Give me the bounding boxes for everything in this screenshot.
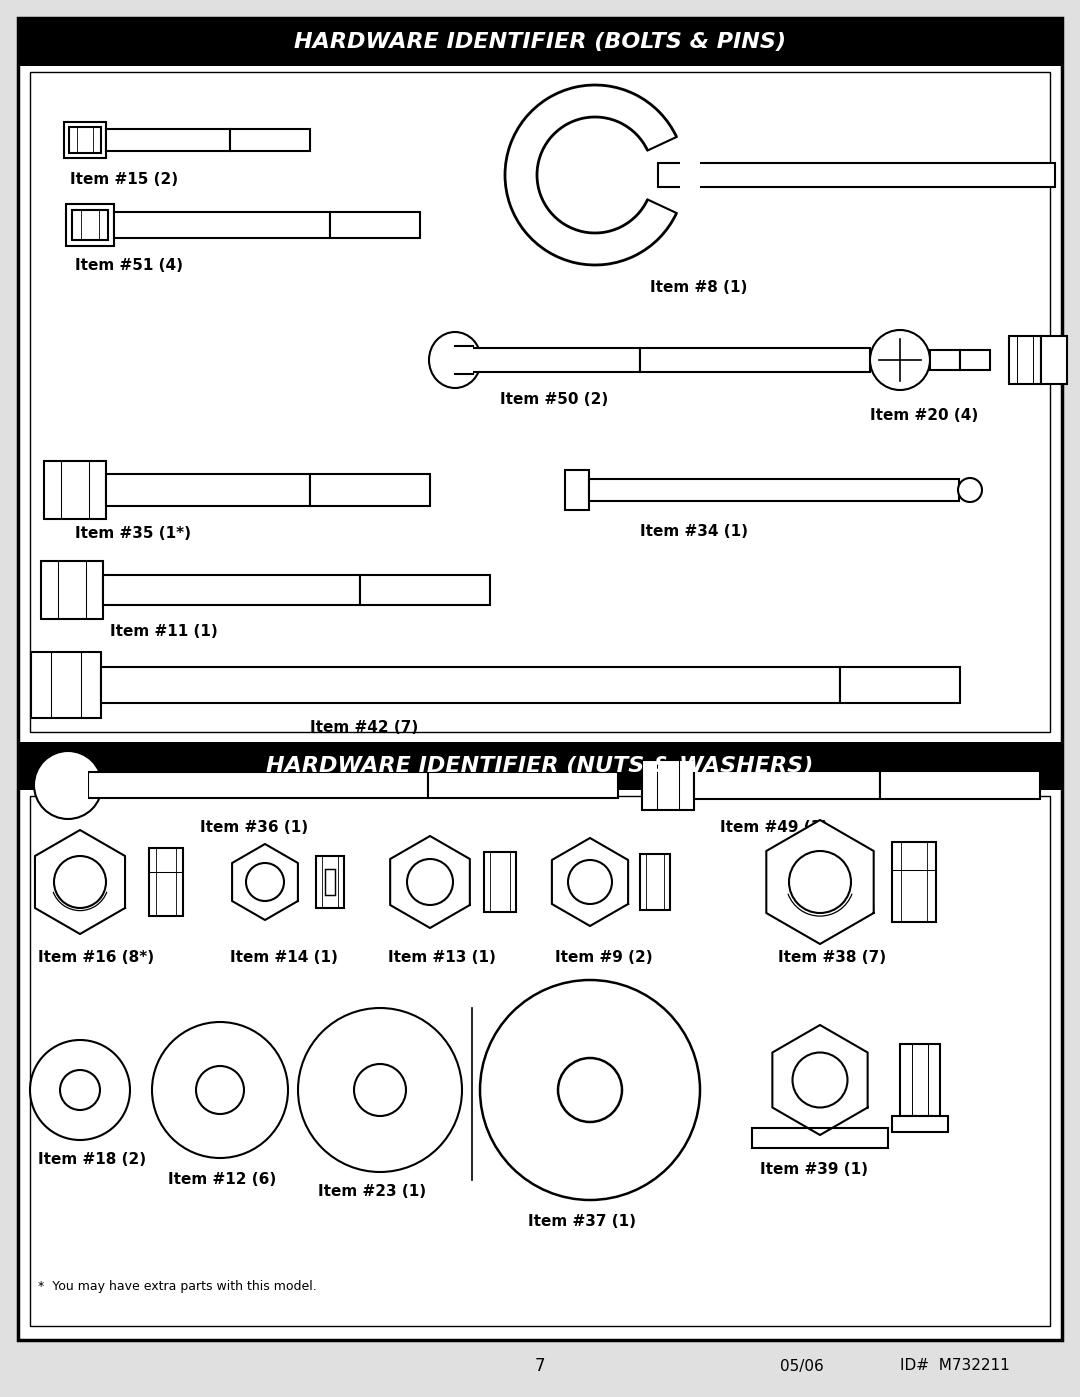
Text: Item #18 (2): Item #18 (2) (38, 1153, 146, 1166)
Bar (455, 346, 473, 374)
Circle shape (152, 1023, 288, 1158)
Text: Item #23 (1): Item #23 (1) (318, 1185, 427, 1199)
Circle shape (246, 863, 284, 901)
Text: Item #15 (2): Item #15 (2) (70, 172, 178, 187)
Text: Item #35 (1*): Item #35 (1*) (75, 527, 191, 541)
Circle shape (354, 1065, 406, 1116)
Text: Item #8 (1): Item #8 (1) (650, 279, 747, 295)
Bar (840, 666, 960, 703)
Bar (892, 842, 936, 922)
Polygon shape (232, 844, 298, 921)
Text: Item #51 (4): Item #51 (4) (75, 258, 183, 272)
Bar (930, 351, 960, 370)
Bar (310, 474, 430, 506)
Bar (102, 666, 840, 703)
Text: Item #49 (1): Item #49 (1) (720, 820, 828, 835)
Bar (892, 1116, 948, 1132)
Bar (640, 348, 870, 372)
Circle shape (54, 856, 106, 908)
Polygon shape (767, 820, 874, 944)
Polygon shape (772, 1025, 867, 1134)
Bar (900, 1044, 940, 1116)
Bar (103, 576, 360, 605)
Bar (72, 210, 108, 240)
Text: 05/06: 05/06 (780, 1358, 824, 1373)
Circle shape (33, 752, 102, 819)
Polygon shape (35, 830, 125, 935)
Bar (41, 562, 103, 619)
Bar (330, 212, 420, 237)
Bar (18, 18, 1062, 66)
Polygon shape (390, 835, 470, 928)
Bar (18, 742, 1062, 789)
Circle shape (30, 1039, 130, 1140)
Bar (30, 73, 1050, 732)
Bar (428, 773, 618, 798)
Circle shape (480, 981, 700, 1200)
Bar (69, 127, 102, 154)
Circle shape (407, 859, 453, 905)
Circle shape (298, 1009, 462, 1172)
Bar (68, 771, 87, 799)
Bar (680, 161, 700, 189)
Bar (1009, 337, 1041, 384)
Circle shape (958, 478, 982, 502)
Circle shape (568, 861, 612, 904)
Text: HARDWARE IDENTIFIER (NUTS & WASHERS): HARDWARE IDENTIFIER (NUTS & WASHERS) (267, 756, 813, 775)
Bar (360, 576, 490, 605)
Bar (106, 474, 310, 506)
Ellipse shape (429, 332, 481, 388)
Bar (114, 212, 330, 237)
Text: Item #20 (4): Item #20 (4) (870, 408, 978, 423)
Bar (66, 204, 114, 246)
Text: Item #39 (1): Item #39 (1) (760, 1162, 868, 1178)
Circle shape (793, 1052, 848, 1108)
Circle shape (558, 1058, 622, 1122)
Text: Item #11 (1): Item #11 (1) (110, 624, 218, 638)
Text: ID#  M732211: ID# M732211 (900, 1358, 1010, 1373)
Bar (31, 652, 102, 718)
Bar (694, 771, 880, 799)
Circle shape (789, 851, 851, 914)
Text: Item #12 (6): Item #12 (6) (168, 1172, 276, 1187)
Bar (960, 351, 990, 370)
Text: Item #16 (8*): Item #16 (8*) (38, 950, 154, 965)
Bar (106, 129, 230, 151)
Text: Item #13 (1): Item #13 (1) (388, 950, 496, 965)
Bar (464, 348, 640, 372)
Text: HARDWARE IDENTIFIER (BOLTS & PINS): HARDWARE IDENTIFIER (BOLTS & PINS) (294, 32, 786, 52)
Bar (752, 1127, 888, 1148)
Bar (87, 773, 428, 798)
Bar (230, 129, 310, 151)
Circle shape (60, 1070, 100, 1111)
Polygon shape (552, 838, 629, 926)
Bar (1041, 337, 1067, 384)
Text: 7: 7 (535, 1356, 545, 1375)
Text: Item #38 (7): Item #38 (7) (778, 950, 886, 965)
Bar (149, 848, 183, 916)
Bar (325, 869, 335, 895)
Bar (565, 469, 589, 510)
Bar (64, 122, 106, 158)
Bar (44, 461, 106, 520)
Text: Item #36 (1): Item #36 (1) (200, 820, 308, 835)
Bar (658, 163, 1055, 187)
Text: Item #14 (1): Item #14 (1) (230, 950, 338, 965)
Circle shape (870, 330, 930, 390)
Bar (589, 479, 959, 502)
Text: Item #42 (7): Item #42 (7) (310, 719, 418, 735)
Bar (30, 796, 1050, 1326)
Bar (316, 856, 345, 908)
Bar (484, 852, 516, 912)
Text: Item #34 (1): Item #34 (1) (640, 524, 748, 539)
Text: Item #37 (1): Item #37 (1) (528, 1214, 636, 1229)
Text: Item #50 (2): Item #50 (2) (500, 393, 608, 407)
Text: *  You may have extra parts with this model.: * You may have extra parts with this mod… (38, 1280, 316, 1294)
Text: Item #9 (2): Item #9 (2) (555, 950, 652, 965)
Bar (640, 854, 670, 909)
Bar (642, 760, 694, 810)
Bar (880, 771, 1040, 799)
Circle shape (195, 1066, 244, 1113)
